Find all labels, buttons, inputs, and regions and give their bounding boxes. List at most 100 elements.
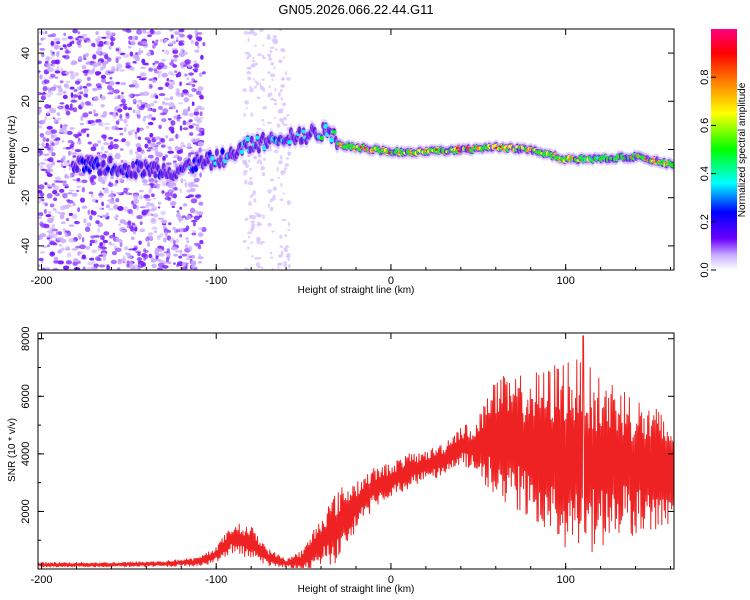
noise-blob: [197, 211, 204, 216]
ridge-body: [142, 168, 147, 177]
noise-blob: [147, 107, 151, 112]
noise-blob: [244, 217, 249, 221]
noise-blob: [81, 66, 87, 70]
x-tick-label: -100: [205, 574, 227, 586]
noise-blob: [109, 235, 114, 239]
noise-blob: [60, 163, 64, 168]
noise-blob: [43, 208, 47, 214]
noise-blob: [179, 233, 183, 238]
noise-blob: [167, 118, 172, 121]
noise-blob: [263, 157, 266, 161]
noise-blob: [276, 166, 279, 172]
noise-blob: [59, 244, 62, 247]
noise-blob: [138, 172, 142, 176]
noise-blob: [269, 251, 273, 255]
noise-blob: [88, 191, 94, 195]
noise-blob: [47, 62, 52, 67]
noise-blob: [91, 210, 97, 216]
noise-blob: [249, 29, 254, 34]
noise-blob: [157, 206, 161, 209]
noise-blob: [249, 87, 254, 93]
noise-blob: [89, 215, 93, 221]
noise-blob: [154, 156, 160, 163]
noise-blob: [147, 121, 154, 126]
noise-blob: [44, 61, 49, 64]
noise-blob: [93, 235, 101, 238]
noise-blob: [150, 117, 156, 121]
noise-blob: [164, 196, 171, 201]
noise-blob: [39, 221, 44, 227]
colorbar-ticks: 0.0 0.2 0.4 0.6 0.8: [699, 70, 716, 278]
noise-blob: [187, 245, 193, 251]
noise-blob: [87, 209, 91, 215]
noise-blob: [145, 236, 150, 242]
noise-blob: [105, 264, 108, 267]
noise-blob: [195, 34, 199, 39]
ridge-core: [670, 162, 674, 168]
noise-blob: [82, 112, 89, 118]
noise-blob: [132, 203, 137, 210]
noise-blob: [89, 242, 93, 247]
noise-blob: [249, 168, 252, 171]
noise-blob: [174, 187, 178, 191]
noise-blob: [174, 70, 178, 73]
noise-blob: [244, 267, 250, 270]
noise-blob: [158, 93, 166, 97]
noise-blob: [191, 123, 197, 126]
noise-blob: [119, 178, 123, 182]
noise-blob: [71, 147, 75, 150]
noise-blob: [250, 112, 254, 117]
noise-blob: [100, 74, 107, 79]
noise-blob: [182, 203, 188, 207]
x-tick-label: -200: [30, 574, 52, 586]
noise-blob: [64, 175, 70, 179]
noise-blob: [72, 155, 77, 158]
noise-blob: [114, 96, 118, 99]
noise-blob: [199, 240, 204, 244]
noise-blob: [282, 56, 286, 59]
ridge-body: [333, 135, 338, 144]
noise-blob: [154, 179, 158, 183]
noise-blob: [77, 131, 82, 137]
noise-blob: [59, 188, 65, 193]
noise-blob: [275, 48, 278, 51]
noise-blob: [197, 86, 204, 92]
noise-blob: [169, 137, 175, 142]
noise-blob: [115, 179, 119, 184]
noise-blob: [157, 62, 165, 68]
noise-blob: [198, 227, 203, 231]
noise-blob: [67, 35, 73, 40]
noise-blob: [198, 117, 204, 120]
noise-blob: [184, 59, 191, 65]
noise-blob: [198, 72, 203, 77]
noise-blob: [188, 112, 195, 117]
noise-blob: [121, 98, 126, 104]
noise-blob: [83, 58, 87, 61]
noise-blob: [63, 32, 67, 37]
noise-blob: [50, 73, 56, 78]
noise-blob: [132, 61, 137, 64]
noise-blob: [178, 102, 183, 105]
noise-blob: [185, 237, 189, 240]
noise-blob: [172, 160, 178, 163]
noise-blob: [46, 237, 51, 240]
noise-blob: [288, 221, 291, 227]
noise-blob: [182, 127, 189, 131]
noise-blob: [199, 106, 205, 111]
noise-blob: [131, 222, 135, 226]
noise-blob: [65, 110, 71, 116]
noise-blob: [161, 219, 168, 224]
noise-blob: [162, 101, 166, 105]
noise-blob: [39, 48, 46, 51]
noise-blob: [104, 150, 109, 154]
ridge-core: [245, 136, 250, 142]
noise-blob: [100, 145, 105, 151]
noise-blob: [44, 203, 48, 207]
noise-blob: [153, 100, 158, 104]
noise-blob: [63, 83, 68, 88]
noise-blob: [81, 179, 88, 184]
noise-blob: [127, 220, 132, 226]
noise-blob: [43, 158, 49, 162]
noise-blob: [38, 163, 41, 166]
noise-blob: [52, 117, 56, 120]
